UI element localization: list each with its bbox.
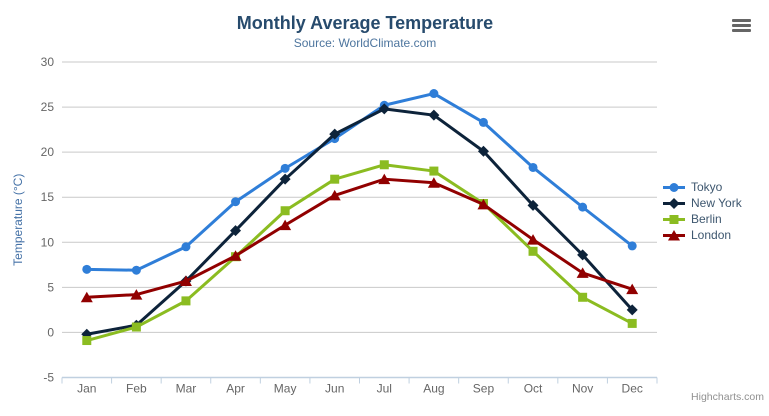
series-tokyo[interactable] xyxy=(82,89,637,275)
data-point-triangle-icon[interactable] xyxy=(378,173,391,185)
legend-label: London xyxy=(691,228,732,242)
x-axis-label: Jul xyxy=(377,382,392,396)
legend-marker-diamond-icon xyxy=(663,197,685,209)
y-axis-label: 20 xyxy=(41,145,55,159)
legend-item-london[interactable]: London xyxy=(662,227,742,243)
data-point-circle-icon[interactable] xyxy=(478,117,488,127)
hamburger-icon xyxy=(732,29,751,32)
legend-label: Tokyo xyxy=(691,180,723,194)
data-point-diamond-icon[interactable] xyxy=(477,145,489,157)
x-axis-label: Sep xyxy=(473,382,495,396)
legend: Tokyo New York Berlin London xyxy=(662,179,742,243)
data-point-triangle-icon[interactable] xyxy=(328,189,341,201)
data-point-square-icon[interactable] xyxy=(280,206,290,216)
data-point-circle-icon[interactable] xyxy=(231,197,241,207)
data-point-square-icon[interactable] xyxy=(131,322,141,332)
legend-marker-triangle-icon xyxy=(663,229,685,240)
x-axis-label: Feb xyxy=(126,382,147,396)
legend-item-new-york[interactable]: New York xyxy=(662,195,742,211)
x-axis-label: Oct xyxy=(524,382,543,396)
data-point-diamond-icon[interactable] xyxy=(378,103,390,115)
data-point-diamond-icon[interactable] xyxy=(527,199,539,211)
series-london[interactable] xyxy=(80,173,639,303)
data-point-square-icon[interactable] xyxy=(627,318,637,328)
data-point-circle-icon[interactable] xyxy=(82,264,92,274)
data-point-triangle-icon[interactable] xyxy=(427,177,440,188)
data-point-triangle-icon[interactable] xyxy=(477,198,490,210)
data-point-circle-icon[interactable] xyxy=(131,265,141,275)
y-axis-label: 15 xyxy=(41,190,55,204)
data-point-circle-icon[interactable] xyxy=(528,162,538,172)
y-axis-label: 5 xyxy=(47,280,54,294)
data-point-circle-icon[interactable] xyxy=(578,202,588,212)
series-new-york[interactable] xyxy=(81,103,638,340)
data-point-diamond-icon xyxy=(668,197,680,209)
legend-item-berlin[interactable]: Berlin xyxy=(662,211,742,227)
x-axis-label: Jun xyxy=(325,382,344,396)
data-point-circle-icon[interactable] xyxy=(429,89,439,99)
data-point-circle-icon[interactable] xyxy=(181,242,191,252)
chart-title: Monthly Average Temperature xyxy=(236,13,494,33)
data-point-triangle-icon xyxy=(668,229,680,240)
data-point-diamond-icon[interactable] xyxy=(428,109,440,121)
data-point-diamond-icon[interactable] xyxy=(329,128,341,140)
x-axis-label: May xyxy=(274,382,297,396)
data-point-square-icon[interactable] xyxy=(330,174,340,184)
x-axis-label: Nov xyxy=(572,382,593,396)
legend-marker-circle-icon xyxy=(663,182,685,192)
data-point-square-icon xyxy=(669,214,679,224)
data-point-circle-icon[interactable] xyxy=(280,163,290,173)
legend-item-tokyo[interactable]: Tokyo xyxy=(662,179,742,195)
data-point-diamond-icon[interactable] xyxy=(626,304,638,316)
data-point-circle-icon[interactable] xyxy=(627,241,637,251)
data-point-triangle-icon[interactable] xyxy=(279,219,292,231)
data-point-square-icon[interactable] xyxy=(379,160,389,170)
x-axis-label: Apr xyxy=(226,382,245,396)
data-point-triangle-icon[interactable] xyxy=(576,267,589,278)
data-point-diamond-icon[interactable] xyxy=(230,225,242,237)
series-line xyxy=(85,163,634,343)
x-axis-label: Jan xyxy=(77,382,96,396)
data-point-square-icon[interactable] xyxy=(82,336,92,346)
legend-label: New York xyxy=(691,196,742,210)
hamburger-icon xyxy=(732,24,751,27)
hamburger-icon xyxy=(732,19,751,22)
y-axis-label: -5 xyxy=(43,371,54,385)
data-point-square-icon[interactable] xyxy=(578,292,588,302)
data-point-triangle-icon[interactable] xyxy=(229,250,242,261)
y-axis-label: 25 xyxy=(41,100,55,114)
y-axis-label: 10 xyxy=(41,235,55,249)
series-line xyxy=(85,107,634,336)
data-point-triangle-icon[interactable] xyxy=(626,283,639,295)
data-point-triangle-icon[interactable] xyxy=(179,275,192,287)
x-axis-label: Aug xyxy=(423,382,444,396)
series-line xyxy=(85,177,634,299)
data-point-triangle-icon[interactable] xyxy=(130,289,143,300)
legend-label: Berlin xyxy=(691,212,722,226)
x-axis-label: Dec xyxy=(622,382,643,396)
data-point-diamond-icon[interactable] xyxy=(279,173,291,185)
x-axis-label: Mar xyxy=(176,382,197,396)
context-menu-button[interactable] xyxy=(732,19,751,33)
data-point-triangle-icon[interactable] xyxy=(527,234,540,245)
chart-subtitle: Source: WorldClimate.com xyxy=(293,36,437,50)
data-point-square-icon[interactable] xyxy=(181,296,191,306)
legend-marker-square-icon xyxy=(663,214,685,224)
y-axis-label: 0 xyxy=(47,325,54,339)
credits-link[interactable]: Highcharts.com xyxy=(691,391,764,403)
data-point-diamond-icon[interactable] xyxy=(577,249,589,261)
grid-and-axes: -5 0 5 10 15 20 25 30 Jan Feb Mar Apr May Jun Jul Aug Se… xyxy=(11,55,658,396)
data-point-square-icon[interactable] xyxy=(528,246,538,256)
data-point-square-icon[interactable] xyxy=(429,166,439,176)
y-axis-label: 30 xyxy=(41,55,55,69)
data-point-triangle-icon[interactable] xyxy=(80,291,93,303)
y-axis-title: Temperature (°C) xyxy=(11,174,25,266)
data-point-circle-icon xyxy=(669,182,679,192)
